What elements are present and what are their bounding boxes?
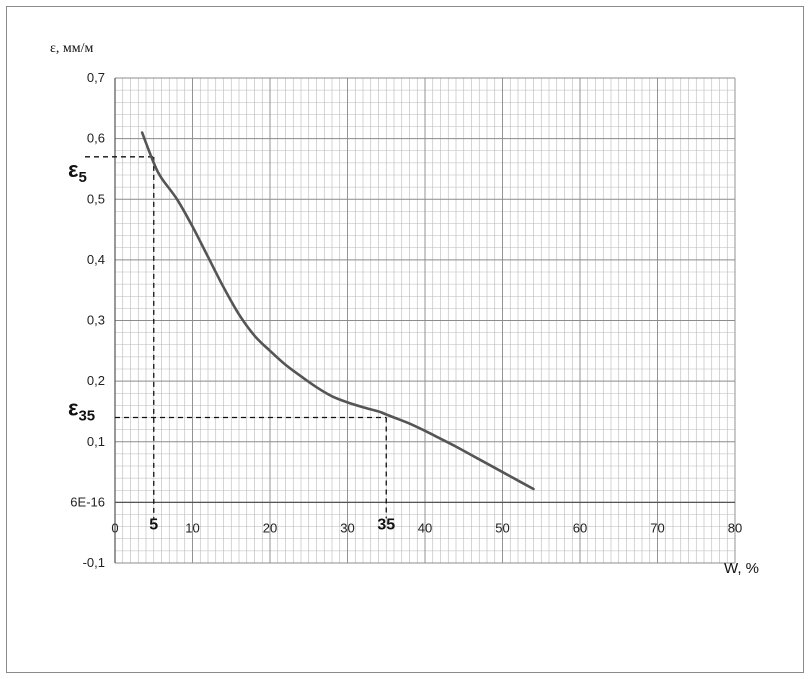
series-line	[140, 131, 535, 491]
x-tick-label: 40	[418, 520, 432, 535]
x-tick-label: 50	[495, 520, 509, 535]
y-tick-label: 0,6	[87, 131, 105, 146]
chart-frame	[6, 6, 804, 673]
x-tick-label: 60	[573, 520, 587, 535]
y-tick-label: 0,3	[87, 313, 105, 328]
marker-epsilon-label: ε5	[68, 157, 87, 186]
y-tick-label: 0,1	[87, 434, 105, 449]
y-tick-label: 0,4	[87, 252, 105, 267]
x-tick-label: 20	[263, 520, 277, 535]
y-tick-label: -0,1	[83, 555, 105, 570]
marker-epsilon-subscript: 35	[78, 408, 95, 425]
x-tick-label: 10	[185, 520, 199, 535]
tick-labels: 0,7 0,6 0,5 0,4 0,3 0,2 0,1 6E-16 -0,1 0 10 20 30 40 5…	[70, 70, 742, 570]
y-tick-label: 0,7	[87, 70, 105, 85]
x-tick-label: 0	[111, 520, 118, 535]
marker-epsilon-subscript: 5	[78, 169, 86, 186]
major-grid	[114, 77, 736, 564]
x-tick-label: 80	[728, 520, 742, 535]
x-axis-label: W, %	[724, 560, 759, 577]
axes	[114, 78, 735, 563]
y-tick-label: 0,2	[87, 373, 105, 388]
series-layer	[140, 131, 535, 491]
y-tick-label: 0,5	[87, 191, 105, 206]
x-tick-label: 30	[340, 520, 354, 535]
y-axis-label: ε, мм/м	[50, 41, 93, 56]
guide-lines	[85, 156, 387, 519]
y-tick-label: 6E-16	[70, 494, 105, 509]
marker-x-label: 5	[149, 516, 158, 533]
marker-x-label: 35	[377, 516, 395, 533]
x-tick-label: 70	[650, 520, 664, 535]
marker-epsilon-label: ε35	[68, 396, 95, 425]
